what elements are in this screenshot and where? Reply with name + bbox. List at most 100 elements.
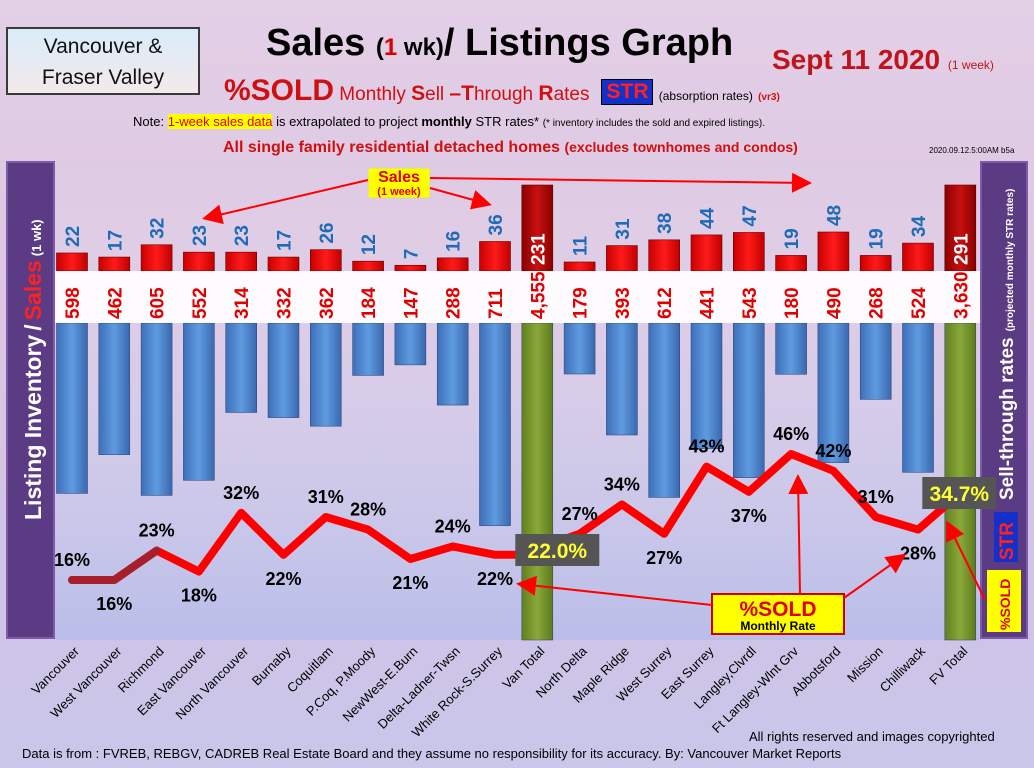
inventory-value-label: 490 — [824, 287, 845, 319]
inventory-bar — [690, 322, 723, 449]
pct-sold-label: 22% — [265, 569, 301, 589]
sales-bar — [225, 251, 257, 272]
fv-total-pct: 34.7% — [930, 483, 990, 506]
category-label: North Vancouver — [172, 643, 251, 722]
note-small: (* inventory includes the sold and expir… — [542, 118, 766, 129]
sales-value-label: 19 — [782, 228, 803, 249]
sales-value-label: 231 — [528, 233, 549, 265]
right-str-label: STR — [997, 522, 1018, 560]
note-highlight: 1-week sales data — [167, 114, 273, 129]
left-slash: / — [20, 324, 46, 331]
inventory-value-label: 3,630 — [951, 271, 972, 319]
title-listings: / Listings Graph — [443, 22, 734, 64]
inventory-label-band — [55, 271, 980, 323]
sales-value-label: 291 — [951, 233, 972, 265]
inventory-value-label: 598 — [63, 287, 84, 319]
sales-bar — [563, 261, 596, 272]
sales-bar — [648, 239, 681, 272]
region-box: Vancouver & Fraser Valley — [6, 27, 200, 95]
title-open: ( — [375, 34, 384, 61]
left-axis-panel — [6, 161, 55, 639]
note-bold: monthly — [421, 114, 472, 129]
pct-sold-label: 34% — [604, 474, 640, 494]
inventory-bar — [56, 322, 88, 494]
inventory-bar — [521, 322, 554, 641]
subtitle-s: S — [411, 82, 426, 105]
sales-bar — [775, 255, 807, 272]
timestamp: 2020.09.12.5:00AM b5a — [929, 146, 1015, 155]
inventory-value-label: 314 — [232, 287, 253, 319]
inventory-bar — [648, 322, 680, 498]
sales-value-label: 17 — [275, 230, 296, 251]
sales-value-label: 17 — [105, 230, 126, 251]
sales-bar — [98, 256, 131, 272]
sales-annotation-box — [367, 167, 431, 199]
sales-value-label: 26 — [317, 223, 338, 244]
pct-sold-label: 23% — [139, 521, 175, 541]
inventory-value-label: 332 — [275, 287, 296, 319]
fv-arrow — [946, 520, 986, 601]
inventory-value-label: 462 — [105, 287, 126, 319]
sales-value-label: 19 — [867, 228, 888, 249]
sold-arrow — [788, 474, 809, 595]
sales-bar — [394, 264, 427, 272]
sales-bar — [309, 249, 342, 272]
subhead-main: All single family residential detached h… — [223, 139, 560, 156]
category-label: FV Total — [926, 643, 970, 687]
sales-arrow — [429, 172, 812, 193]
sales-arrow — [429, 187, 492, 210]
inventory-value-label: 147 — [401, 287, 422, 319]
subtitle-hrough: hrough — [473, 84, 534, 105]
subtitle-dash: – — [449, 82, 462, 105]
sales-value-label: 22 — [63, 226, 84, 247]
subheading: All single family residential detached h… — [223, 139, 798, 157]
sales-bar — [732, 232, 765, 272]
sold-annotation-sub: Monthly Rate — [740, 619, 816, 633]
inventory-bar — [479, 322, 511, 526]
sales-bar — [56, 252, 88, 272]
category-label: Mission — [844, 644, 886, 686]
region-line2: Fraser Valley — [41, 66, 165, 89]
inventory-value-label: 184 — [359, 287, 380, 319]
inventory-bar — [563, 322, 596, 375]
category-label: NewWest-E.Burn — [340, 644, 421, 725]
pct-sold-label: 42% — [815, 441, 851, 461]
pct-sold-label: 27% — [646, 548, 682, 568]
left-inventory-label: Listing Inventory — [20, 335, 46, 521]
sold-arrow — [516, 575, 713, 606]
sales-value-label: 23 — [190, 225, 211, 246]
report-date: Sept 11 2020 (1 week) — [772, 44, 994, 76]
inventory-value-label: 612 — [655, 287, 676, 319]
fv-total-pct-box — [922, 477, 997, 509]
inventory-value-label: 288 — [444, 287, 465, 319]
source-note: Data is from : FVREB, REBGV, CADREB Real… — [22, 746, 842, 761]
sales-value-label: 31 — [613, 218, 634, 240]
subtitle-r: R — [538, 82, 554, 105]
inventory-value-label: 362 — [317, 287, 338, 319]
sales-value-label: 23 — [232, 225, 253, 246]
sales-value-label: 7 — [401, 249, 422, 260]
pct-sold-label: 31% — [308, 487, 344, 507]
right-axis-label: Sell-through rates (projected monthly STR… — [997, 189, 1018, 500]
sales-value-label: 44 — [698, 207, 719, 229]
inventory-bar — [733, 322, 765, 479]
subtitle-version: (vr3) — [758, 92, 780, 103]
inventory-bar — [436, 322, 469, 406]
sales-value-label: 47 — [740, 205, 761, 226]
note: Note: 1-week sales data is extrapolated … — [133, 114, 765, 129]
sales-bar — [521, 184, 554, 272]
chart-title: Sales (1 wk)/ Listings Graph — [266, 22, 733, 65]
sales-bar — [944, 184, 977, 272]
inventory-bar — [183, 322, 215, 481]
inventory-bar — [394, 322, 427, 366]
str-badge: STR — [601, 79, 654, 105]
sales-value-label: 34 — [909, 216, 930, 238]
note-mid: is extrapolated to project — [272, 114, 422, 129]
sold-arrow — [843, 553, 907, 599]
region-line1: Vancouver & — [43, 35, 163, 58]
sales-value-label: 11 — [571, 235, 592, 256]
pct-sold-label: 18% — [181, 586, 217, 606]
inventory-value-label: 4,555 — [528, 271, 549, 319]
inventory-bar — [817, 322, 850, 463]
pct-sold-label: 43% — [688, 437, 724, 457]
